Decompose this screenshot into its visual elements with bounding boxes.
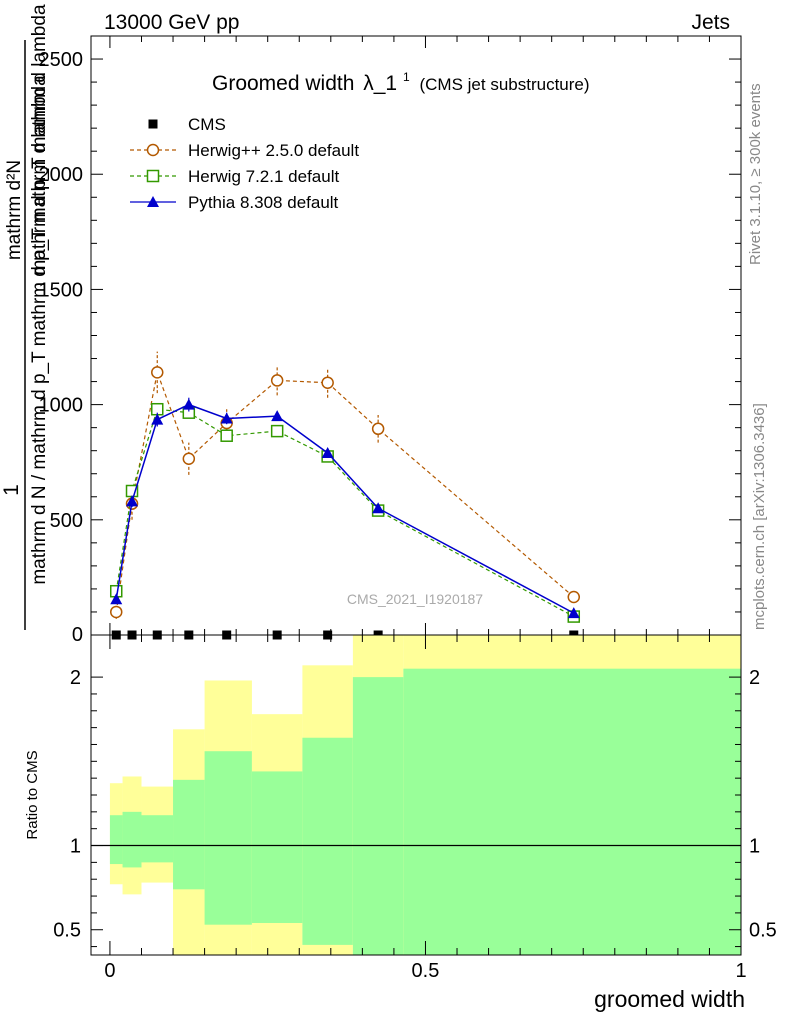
y-axis-label-numerator: mathrm d²N bbox=[4, 160, 25, 260]
ratio-band-green bbox=[352, 677, 404, 955]
plot-title-text: Groomed width bbox=[212, 72, 354, 95]
series-point bbox=[270, 374, 284, 387]
series-line bbox=[115, 403, 575, 614]
series-point bbox=[567, 607, 580, 619]
series-point bbox=[371, 422, 385, 436]
ratio-plot-panel: 0.5 0.51 12 2 0 0.5 1 Ratio to CMS groomed wi… bbox=[24, 634, 777, 1012]
rivet-version-label: Rivet 3.1.10, ≥ 300k events bbox=[747, 83, 764, 265]
legend-marker bbox=[146, 143, 160, 157]
legend-marker bbox=[148, 119, 158, 129]
plot-title-superscript: 1 bbox=[403, 70, 410, 84]
main-y-ticks: 500 1000 1500 2000 2500 0 bbox=[39, 36, 742, 646]
x-tick-label: 0.5 bbox=[412, 960, 440, 982]
series-point bbox=[271, 410, 284, 422]
ratio-y-tick-label-right: 0.5 bbox=[749, 920, 777, 942]
ratio-band-green bbox=[141, 815, 174, 863]
ratio-band-green bbox=[403, 668, 741, 955]
x-tick-label: 0 bbox=[104, 960, 115, 982]
series-2 bbox=[110, 397, 580, 619]
series-point bbox=[220, 412, 233, 424]
mcplots-reference-label: mcplots.cern.ch [arXiv:1306.3436] bbox=[751, 403, 768, 630]
ratio-y-tick-label: 2 bbox=[70, 667, 81, 689]
ratio-band-green bbox=[122, 811, 142, 868]
ratio-band-green bbox=[251, 771, 303, 923]
series-point bbox=[126, 495, 139, 507]
main-y-tick-label: 1500 bbox=[39, 279, 84, 301]
y-axis-label-denominator: mathrm d p_T mathrm d lambda bbox=[29, 4, 50, 275]
main-y-tick-label: 2500 bbox=[39, 49, 84, 71]
ratio-y-tick-label: 1 bbox=[70, 836, 81, 858]
series-point bbox=[109, 605, 123, 619]
series-point bbox=[182, 452, 196, 466]
series-point bbox=[110, 593, 123, 605]
ratio-band-green bbox=[109, 815, 123, 865]
legend-label: CMS bbox=[188, 115, 226, 134]
legend-entry: CMS bbox=[148, 115, 226, 134]
main-y-tick-label: 500 bbox=[50, 510, 83, 532]
plot-title-symbol: λ_1 bbox=[363, 72, 397, 95]
header-energy-label: 13000 GeV pp bbox=[104, 11, 239, 34]
legend-marker bbox=[147, 196, 159, 207]
ratio-uncertainty-bands bbox=[109, 635, 741, 955]
legend-label: Pythia 8.308 default bbox=[188, 193, 339, 212]
series-point bbox=[321, 446, 334, 458]
legend-entry: Pythia 8.308 default bbox=[130, 193, 339, 212]
legend: CMS Herwig++ 2.5.0 default Herwig 7.2.1 de… bbox=[130, 115, 359, 212]
y-axis-label-one: 1 bbox=[0, 484, 23, 496]
legend-label: Herwig 7.2.1 default bbox=[188, 167, 339, 186]
ratio-band-green bbox=[204, 751, 252, 925]
x-axis-ticks: 0 0.5 1 bbox=[104, 635, 747, 982]
legend-label: Herwig++ 2.5.0 default bbox=[188, 141, 359, 160]
main-y-tick-label: 2000 bbox=[39, 164, 84, 186]
ratio-y-tick-label-right: 1 bbox=[749, 836, 760, 858]
series-point bbox=[567, 590, 581, 604]
ratio-y-ticks: 0.5 0.5 1 1 2 2 bbox=[53, 667, 777, 948]
main-series-group bbox=[109, 351, 581, 623]
x-axis-label: groomed width bbox=[594, 986, 745, 1012]
analysis-id-watermark: CMS_2021_I1920187 bbox=[347, 591, 483, 607]
series-point bbox=[372, 502, 385, 514]
main-plot-panel: Groomed width λ_1 1 (CMS jet substructur… bbox=[0, 4, 742, 646]
ratio-y-axis-label: Ratio to CMS bbox=[24, 750, 41, 839]
series-point bbox=[151, 366, 164, 379]
plot-title: Groomed width λ_1 1 (CMS jet substructur… bbox=[212, 63, 590, 95]
ratio-y-tick-label-right: 2 bbox=[749, 667, 760, 689]
ratio-band-green bbox=[302, 737, 353, 945]
header-process-label: Jets bbox=[691, 11, 730, 34]
plot-subtitle: (CMS jet substructure) bbox=[419, 75, 589, 94]
legend-marker bbox=[146, 169, 160, 183]
y-axis-label-inverse-denominator: mathrm d N / mathrm d p_T mathrm d p_T m… bbox=[29, 75, 50, 585]
series-line bbox=[115, 408, 575, 618]
main-y-tick-label: 1000 bbox=[39, 395, 84, 417]
ratio-y-tick-label: 0.5 bbox=[53, 920, 81, 942]
series-point bbox=[151, 413, 164, 425]
ratio-band-green bbox=[173, 779, 205, 890]
series-point bbox=[270, 424, 284, 438]
legend-entry: Herwig 7.2.1 default bbox=[130, 167, 339, 186]
x-tick-label: 1 bbox=[735, 960, 746, 982]
series-point bbox=[220, 429, 233, 442]
legend-entry: Herwig++ 2.5.0 default bbox=[130, 141, 359, 160]
series-point bbox=[182, 398, 195, 410]
ratio-plot-frame bbox=[90, 634, 742, 956]
series-point bbox=[321, 376, 334, 389]
main-y-zero-label: 0 bbox=[72, 624, 83, 646]
